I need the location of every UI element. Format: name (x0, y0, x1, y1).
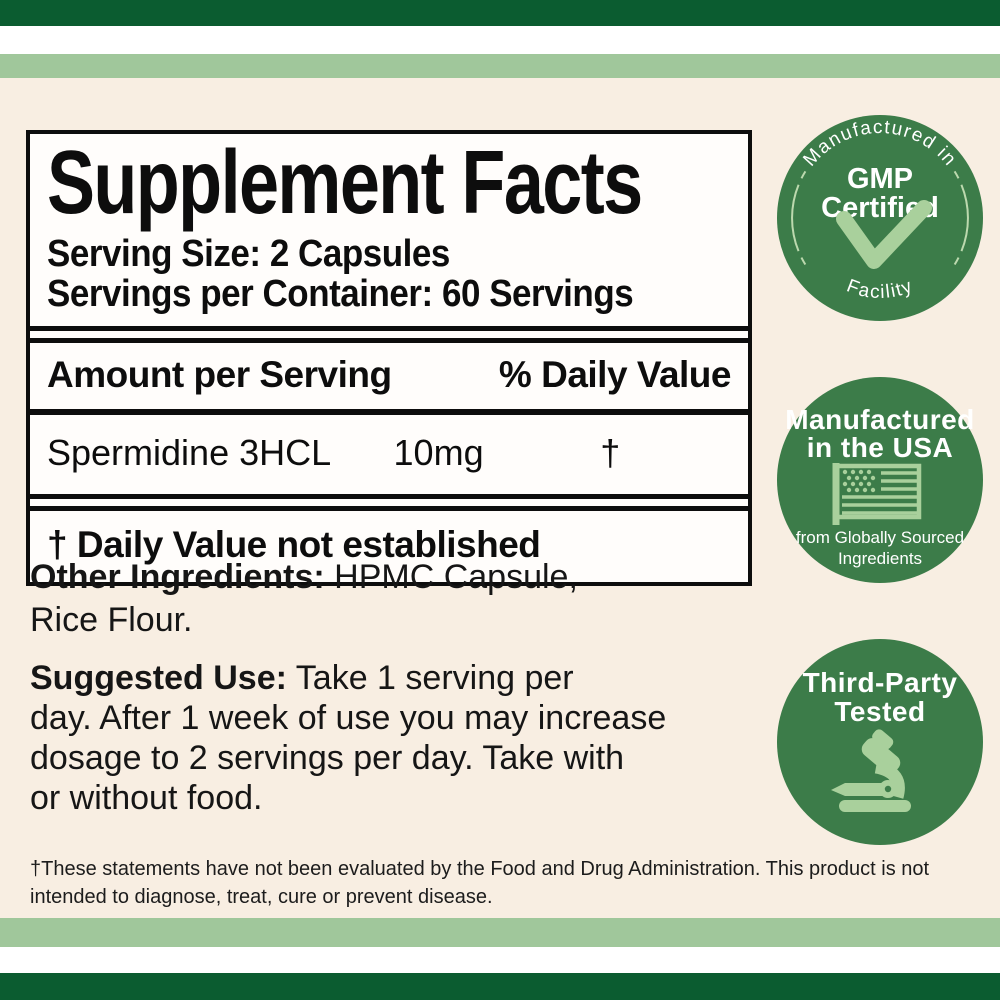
other-ingredients-line2: Rice Flour. (30, 601, 193, 639)
fda-disclaimer-line1: †These statements have not been evaluate… (30, 858, 930, 880)
bottom-stripe-dark (0, 973, 1000, 1000)
badge-ring-left (791, 170, 807, 266)
amount-per-serving-header: Amount per Serving (47, 354, 392, 395)
badge-ring-right (953, 170, 969, 266)
divider-double-top (30, 326, 748, 343)
gmp-certified-badge: Manufactured in GMP Certified Facility (777, 115, 983, 321)
usa-badge: Manufactured in the USA (777, 377, 983, 583)
suggested-use-line2: day. After 1 week of use you may increas… (30, 699, 667, 737)
microscope-icon (831, 729, 911, 812)
badge-circle (777, 377, 983, 583)
fda-disclaimer-line2: intended to diagnose, treat, cure or pre… (30, 886, 493, 908)
ingredient-row: Spermidine 3HCL 10mg † (30, 415, 748, 494)
other-ingredients: Other Ingredients: HPMC Capsule, Rice Fl… (30, 556, 690, 642)
checkmark-icon (836, 200, 932, 269)
suggested-use-line3: dosage to 2 servings per day. Take with (30, 739, 625, 777)
other-ingredients-text: HPMC Capsule, (334, 558, 578, 596)
third-party-line2: Tested (834, 696, 925, 727)
suggested-use-text: Take 1 serving per (295, 659, 574, 697)
other-ingredients-label: Other Ingredients: (30, 558, 325, 596)
usa-flag-icon (832, 463, 922, 525)
suggested-use: Suggested Use: Take 1 serving per day. A… (30, 658, 710, 818)
ingredient-amount: 10mg (393, 432, 484, 473)
ingredient-name: Spermidine 3HCL (47, 432, 332, 473)
divider-single (30, 409, 748, 415)
gmp-line1: GMP (847, 163, 913, 195)
badge-circle (777, 115, 983, 321)
daily-value-header: % Daily Value (498, 354, 732, 395)
bottom-stripe-white (0, 947, 1000, 973)
suggested-use-line1: Suggested Use: Take 1 serving per (30, 658, 710, 698)
suggested-use-line4: or without food. (30, 779, 263, 817)
serving-size: Serving Size: 2 Capsules (47, 233, 450, 275)
table-header-row: Amount per Serving % Daily Value (30, 343, 748, 409)
usa-subtitle-line2: Ingredients (838, 549, 922, 568)
servings-per-container: Servings per Container: 60 Servings (47, 273, 634, 315)
supplement-facts-panel: Supplement Facts Serving Size: 2 Capsule… (26, 130, 752, 586)
panel-title: Supplement Facts (47, 133, 643, 233)
usa-subtitle-line1: from Globally Sourced (796, 528, 964, 547)
ingredient-daily-value: † (600, 432, 621, 473)
bottom-stripe-light (0, 918, 1000, 947)
third-party-line1: Third-Party (803, 667, 958, 698)
usa-line1: Manufactured (785, 404, 975, 435)
top-stripe-light (0, 54, 1000, 78)
other-ingredients-line1: Other Ingredients: HPMC Capsule, (30, 556, 690, 599)
divider-double-bottom (30, 494, 748, 511)
usa-line2: in the USA (807, 432, 954, 463)
top-stripe-dark (0, 0, 1000, 26)
third-party-tested-badge: Third-Party Tested (777, 639, 983, 845)
daily-value-footnote: † Daily Value not established (47, 524, 541, 565)
top-stripe-white (0, 26, 1000, 54)
fda-disclaimer: †These statements have not been evaluate… (30, 855, 980, 911)
suggested-use-label: Suggested Use: (30, 659, 287, 697)
